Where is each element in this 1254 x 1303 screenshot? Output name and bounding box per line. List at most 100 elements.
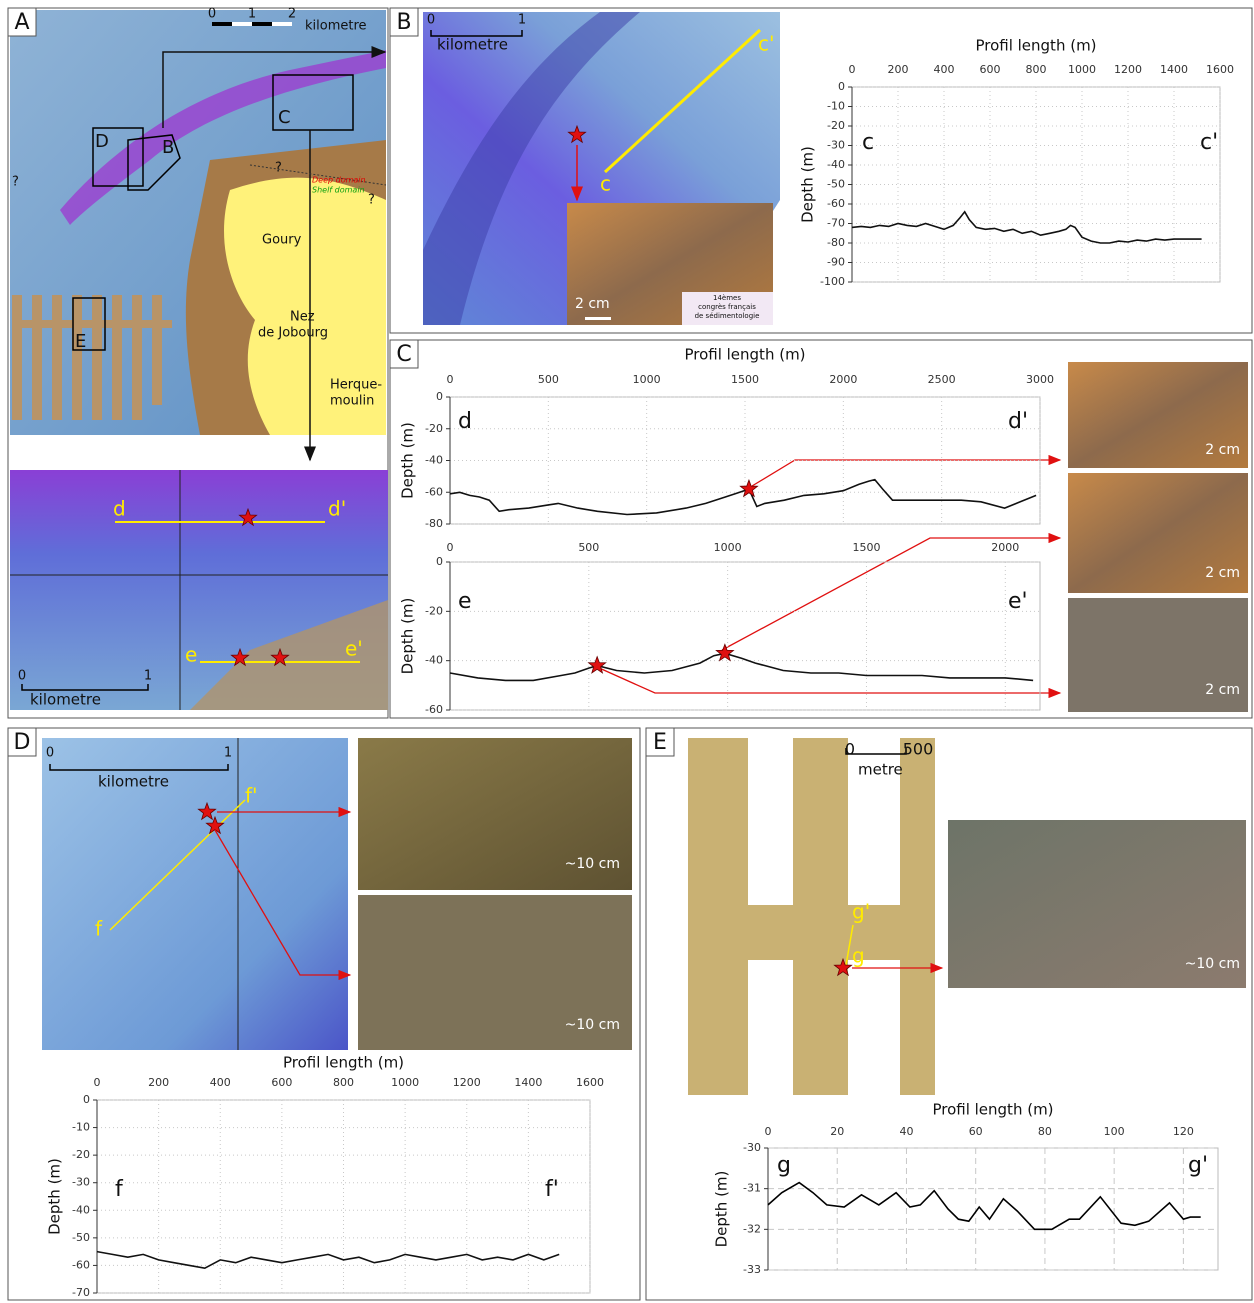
y-tick-label: -90: [827, 256, 845, 269]
y-tick-label: 0: [838, 80, 845, 93]
profile-line: [449, 478, 1037, 516]
place-label: Goury: [262, 233, 302, 248]
y-tick-label: -70: [827, 217, 845, 230]
y-tick-label: -60: [425, 703, 443, 716]
x-tick-label: 2000: [829, 373, 857, 386]
y-tick-label: -60: [425, 485, 443, 498]
box-label: B: [162, 137, 174, 158]
scale-tick: 0: [208, 7, 216, 22]
x-tick-label: 200: [888, 63, 909, 76]
profile-end: f': [545, 1177, 559, 1202]
profile-label: g: [852, 944, 865, 968]
y-tick-label: -10: [827, 100, 845, 113]
x-tick-label: 1000: [633, 373, 661, 386]
box-label: C: [278, 107, 291, 128]
y-tick-label: -32: [743, 1222, 761, 1235]
profile-chart: 0 200 400 600 800 1000 1200 1400 1600 0 -10 -20 -30 -…: [799, 37, 1235, 289]
x-tick-label: 1500: [731, 373, 759, 386]
profile-end: g: [777, 1153, 791, 1178]
profile-end: g': [1188, 1153, 1208, 1178]
x-tick-label: 0: [765, 1125, 772, 1138]
y-tick-label: -20: [425, 422, 443, 435]
photo-scale: ~10 cm: [1185, 956, 1240, 972]
scale-unit: kilometre: [437, 36, 508, 54]
y-axis-title: Depth (m): [399, 422, 417, 499]
unknown-mark: ?: [275, 161, 282, 176]
profile-label: f: [95, 917, 103, 941]
y-tick-label: -20: [425, 604, 443, 617]
photo-scale: 2 cm: [575, 296, 610, 312]
y-tick-label: -33: [743, 1263, 761, 1276]
photo-scale: 2 cm: [1205, 565, 1240, 581]
x-tick-label: 1500: [852, 541, 880, 554]
y-tick-label: -80: [827, 236, 845, 249]
map-e: 0 500 metre g' g ~10 cm: [688, 738, 1246, 1095]
profile-chart: 0 200 400 600 800 1000 1200 1400 1600 0 -10 -20 -30 -…: [46, 1054, 605, 1300]
photos-c: 2 cm 2 cm 2 cm: [596, 362, 1248, 712]
map-d: f f' 0 1 kilometre ~10 cm ~10 cm: [42, 738, 632, 1050]
x-tick-label: 2500: [928, 373, 956, 386]
y-tick-label: -20: [72, 1148, 90, 1161]
x-tick-label: 120: [1173, 1125, 1194, 1138]
profile-end: d: [458, 409, 472, 434]
profile-label: d': [328, 497, 346, 521]
x-tick-label: 400: [210, 1076, 231, 1089]
x-tick-label: 500: [578, 541, 599, 554]
logo: de sédimentologie: [695, 312, 760, 320]
y-tick-label: -70: [72, 1286, 90, 1299]
profile-line: [449, 652, 1034, 682]
x-axis-title: Profil length (m): [932, 1101, 1053, 1119]
y-tick-label: 0: [83, 1093, 90, 1106]
x-tick-label: 400: [934, 63, 955, 76]
x-tick-label: 1400: [1160, 63, 1188, 76]
plot-frame: [767, 1147, 1219, 1271]
y-tick-label: -30: [827, 139, 845, 152]
x-tick-label: 100: [1104, 1125, 1125, 1138]
photo-scale: 2 cm: [1205, 682, 1240, 698]
y-tick-label: -10: [72, 1121, 90, 1134]
map-a-inset: d d' e e' 0 1 kilometre: [10, 470, 388, 710]
domain-label: Deep domain: [312, 176, 366, 185]
x-axis-title: Profil length (m): [684, 346, 805, 364]
place-label: de Jobourg: [258, 326, 328, 341]
x-tick-label: 2000: [991, 541, 1019, 554]
y-tick-label: 0: [436, 390, 443, 403]
y-axis-title: Depth (m): [799, 146, 817, 223]
panel-letter: A: [14, 10, 29, 35]
profile-end: c: [862, 130, 874, 155]
y-tick-label: -40: [72, 1203, 90, 1216]
y-tick-label: -40: [425, 654, 443, 667]
panel-letter: D: [14, 730, 31, 755]
y-tick-label: -80: [425, 517, 443, 530]
y-tick-label: -40: [425, 454, 443, 467]
panel-letter: C: [396, 342, 411, 367]
x-tick-label: 60: [969, 1125, 983, 1138]
x-tick-label: 0: [447, 541, 454, 554]
sample-star: [739, 479, 758, 497]
map-b: c c' 0 1 kilometre 2 cm 14èmes congrès f…: [423, 12, 780, 325]
box-label: D: [95, 131, 109, 152]
x-tick-label: 600: [271, 1076, 292, 1089]
scale-tick: 500: [903, 740, 934, 759]
profile-line: [851, 210, 1202, 244]
x-tick-label: 1000: [1068, 63, 1096, 76]
x-tick-label: 1600: [576, 1076, 604, 1089]
y-tick-label: -60: [72, 1258, 90, 1271]
profile-label: c: [600, 172, 611, 196]
scale-tick: 2: [288, 7, 296, 22]
photo-scale: 2 cm: [1205, 442, 1240, 458]
profile-chart: 0 500 1000 1500 2000 2500 3000 0 -20 -40 -60 -80 Pro…: [399, 346, 1055, 531]
y-axis-title: Depth (m): [46, 1158, 64, 1235]
profile-label: f': [245, 784, 258, 808]
y-tick-label: -20: [827, 119, 845, 132]
panel-frames: [7, 7, 1253, 1301]
x-tick-label: 1000: [391, 1076, 419, 1089]
y-tick-label: -30: [743, 1141, 761, 1154]
x-axis-title: Profil length (m): [975, 37, 1096, 55]
scale-tick: 0: [46, 746, 54, 761]
sample-star: [715, 643, 734, 661]
profile-line: [96, 1250, 560, 1270]
profile-line: [767, 1181, 1201, 1231]
x-tick-label: 1200: [1114, 63, 1142, 76]
